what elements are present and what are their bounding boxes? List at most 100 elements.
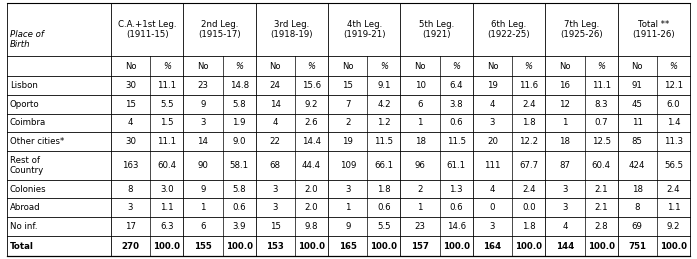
Text: 5.5: 5.5 xyxy=(160,100,174,109)
Text: 2.1: 2.1 xyxy=(595,185,608,193)
Text: 8.3: 8.3 xyxy=(595,100,608,109)
Text: 9: 9 xyxy=(345,222,351,231)
Text: 109: 109 xyxy=(339,161,356,170)
Text: 85: 85 xyxy=(631,137,643,146)
Text: 0.7: 0.7 xyxy=(595,118,608,127)
Text: 6: 6 xyxy=(200,222,206,231)
Text: 20: 20 xyxy=(487,137,498,146)
Text: 14: 14 xyxy=(270,100,281,109)
Text: 6.4: 6.4 xyxy=(450,81,463,90)
Text: 4th Leg.
(1919-21): 4th Leg. (1919-21) xyxy=(343,19,385,39)
Text: 2.4: 2.4 xyxy=(522,100,535,109)
Text: No: No xyxy=(125,62,137,70)
Text: 5.5: 5.5 xyxy=(377,222,391,231)
Text: 3: 3 xyxy=(273,203,278,212)
Text: 2: 2 xyxy=(418,185,423,193)
Text: 3: 3 xyxy=(562,185,567,193)
Text: %: % xyxy=(380,62,388,70)
Text: 3.8: 3.8 xyxy=(450,100,463,109)
Text: 100.0: 100.0 xyxy=(153,242,181,251)
Text: 12.2: 12.2 xyxy=(519,137,538,146)
Text: 10: 10 xyxy=(415,81,426,90)
Text: 155: 155 xyxy=(194,242,212,251)
Text: 1.2: 1.2 xyxy=(377,118,391,127)
Text: 2nd Leg.
(1915-17): 2nd Leg. (1915-17) xyxy=(198,19,241,39)
Text: 6.3: 6.3 xyxy=(160,222,174,231)
Text: Abroad: Abroad xyxy=(10,203,40,212)
Text: 4: 4 xyxy=(490,185,496,193)
Text: 66.1: 66.1 xyxy=(374,161,394,170)
Text: Colonies: Colonies xyxy=(10,185,46,193)
Text: 2.1: 2.1 xyxy=(595,203,608,212)
Text: No: No xyxy=(270,62,281,70)
Text: 60.4: 60.4 xyxy=(158,161,176,170)
Text: 87: 87 xyxy=(560,161,570,170)
Text: %: % xyxy=(307,62,316,70)
Text: %: % xyxy=(235,62,243,70)
Text: 2.4: 2.4 xyxy=(522,185,535,193)
Text: 30: 30 xyxy=(125,81,136,90)
Text: 8: 8 xyxy=(634,203,640,212)
Text: 751: 751 xyxy=(628,242,646,251)
Text: 3rd Leg.
(1918-19): 3rd Leg. (1918-19) xyxy=(270,19,313,39)
Text: 2.6: 2.6 xyxy=(305,118,319,127)
Text: 15: 15 xyxy=(125,100,136,109)
Text: 61.1: 61.1 xyxy=(447,161,466,170)
Text: 15.6: 15.6 xyxy=(302,81,321,90)
Text: 17: 17 xyxy=(125,222,136,231)
Text: 30: 30 xyxy=(125,137,136,146)
Text: 56.5: 56.5 xyxy=(664,161,683,170)
Text: 68: 68 xyxy=(270,161,281,170)
Text: 100.0: 100.0 xyxy=(588,242,615,251)
Text: 9.0: 9.0 xyxy=(232,137,246,146)
Text: No: No xyxy=(342,62,353,70)
Text: 6.0: 6.0 xyxy=(666,100,680,109)
Text: No inf.: No inf. xyxy=(10,222,37,231)
Text: 96: 96 xyxy=(415,161,426,170)
Text: Coimbra: Coimbra xyxy=(10,118,46,127)
Text: 18: 18 xyxy=(415,137,426,146)
Text: 23: 23 xyxy=(415,222,426,231)
Text: 9.8: 9.8 xyxy=(305,222,319,231)
Text: 100.0: 100.0 xyxy=(660,242,687,251)
Text: 1: 1 xyxy=(562,118,567,127)
Text: 58.1: 58.1 xyxy=(229,161,249,170)
Text: 8: 8 xyxy=(128,185,133,193)
Text: 4: 4 xyxy=(490,100,496,109)
Text: 23: 23 xyxy=(197,81,208,90)
Text: 1.8: 1.8 xyxy=(377,185,391,193)
Text: 3: 3 xyxy=(562,203,567,212)
Text: 0.6: 0.6 xyxy=(232,203,246,212)
Text: 100.0: 100.0 xyxy=(443,242,470,251)
Text: 157: 157 xyxy=(411,242,429,251)
Text: Oporto: Oporto xyxy=(10,100,39,109)
Text: 1.8: 1.8 xyxy=(522,222,535,231)
Text: %: % xyxy=(525,62,533,70)
Text: 9.1: 9.1 xyxy=(377,81,391,90)
Text: 9.2: 9.2 xyxy=(305,100,319,109)
Text: 45: 45 xyxy=(631,100,643,109)
Text: 6th Leg.
(1922-25): 6th Leg. (1922-25) xyxy=(488,19,530,39)
Text: 11.6: 11.6 xyxy=(519,81,538,90)
Text: 9: 9 xyxy=(200,100,206,109)
Text: 1: 1 xyxy=(345,203,351,212)
Text: Other cities*: Other cities* xyxy=(10,137,64,146)
Text: 11: 11 xyxy=(631,118,643,127)
Text: 424: 424 xyxy=(629,161,645,170)
Text: 9.2: 9.2 xyxy=(667,222,680,231)
Text: 60.4: 60.4 xyxy=(592,161,611,170)
Text: 2: 2 xyxy=(345,118,351,127)
Text: 111: 111 xyxy=(484,161,500,170)
Text: Lisbon: Lisbon xyxy=(10,81,38,90)
Text: No: No xyxy=(415,62,426,70)
Text: No: No xyxy=(197,62,208,70)
Text: 2.0: 2.0 xyxy=(305,185,319,193)
Text: 270: 270 xyxy=(121,242,139,251)
Text: 4: 4 xyxy=(562,222,567,231)
Text: 1.9: 1.9 xyxy=(232,118,246,127)
Text: 12.5: 12.5 xyxy=(592,137,611,146)
Text: No: No xyxy=(487,62,498,70)
Text: 2.0: 2.0 xyxy=(305,203,319,212)
Text: 4.2: 4.2 xyxy=(377,100,391,109)
Text: 67.7: 67.7 xyxy=(519,161,538,170)
